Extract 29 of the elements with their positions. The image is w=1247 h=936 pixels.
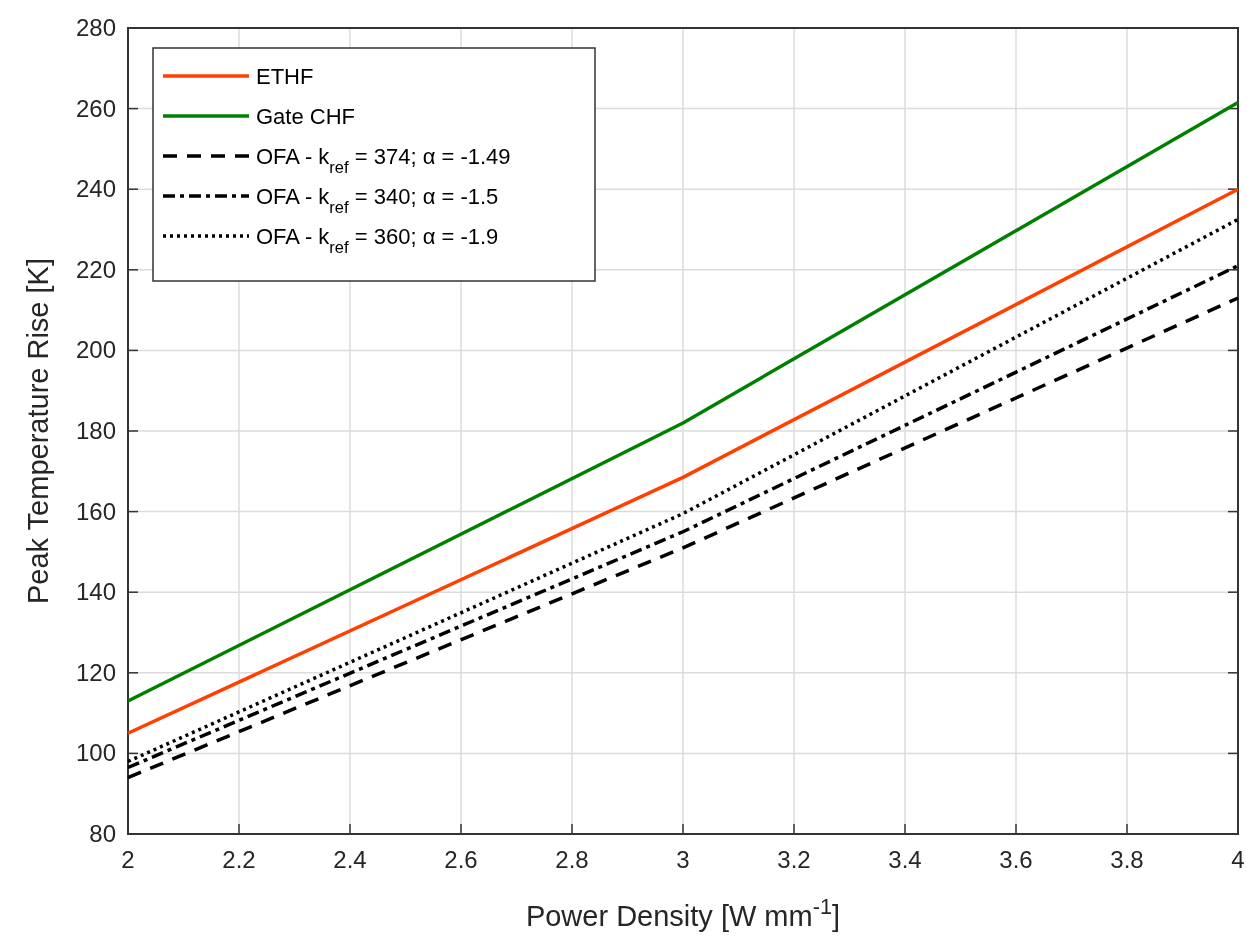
y-tick-label: 100 [75,739,116,767]
legend-label: OFA - k$_{ref}$ = 374; α = -1.49 [256,144,511,176]
y-tick-label: 240 [75,175,116,203]
legend-label: ETHF [256,64,314,89]
y-tick-label: 220 [75,255,116,283]
y-tick-label: 260 [75,94,116,122]
x-tick-label: 3 [676,846,690,873]
x-tick-label: 4 [1231,846,1245,873]
y-tick-label: 200 [75,336,116,364]
legend-label: OFA - k$_{ref}$ = 340; α = -1.5 [256,184,499,216]
x-tick-label: 2.8 [555,846,589,873]
x-tick-label: 2 [121,846,135,873]
y-tick-label: 80 [89,820,116,847]
x-axis-title: Power Density [W mm$^{-1}$] [525,893,841,932]
x-tick-label: 2.2 [222,846,256,873]
x-tick-label: 2.4 [333,846,367,873]
x-tick-label: 2.6 [444,846,478,873]
legend-label: OFA - k$_{ref}$ = 360; α = -1.9 [256,224,499,256]
y-tick-label: 280 [75,14,116,41]
legend-label: Gate CHF [256,104,356,129]
y-tick-label: 160 [75,497,116,525]
x-tick-label: 3.4 [888,846,922,873]
x-tick-label: 3.6 [999,846,1033,873]
x-tick-label: 3.2 [777,846,811,873]
y-axis-title: Peak Temperature Rise [K] [22,257,54,605]
x-tick-label: 3.8 [1110,846,1144,873]
y-tick-label: 140 [75,578,116,606]
y-tick-label: 180 [75,417,116,444]
y-tick-label: 120 [75,658,116,686]
